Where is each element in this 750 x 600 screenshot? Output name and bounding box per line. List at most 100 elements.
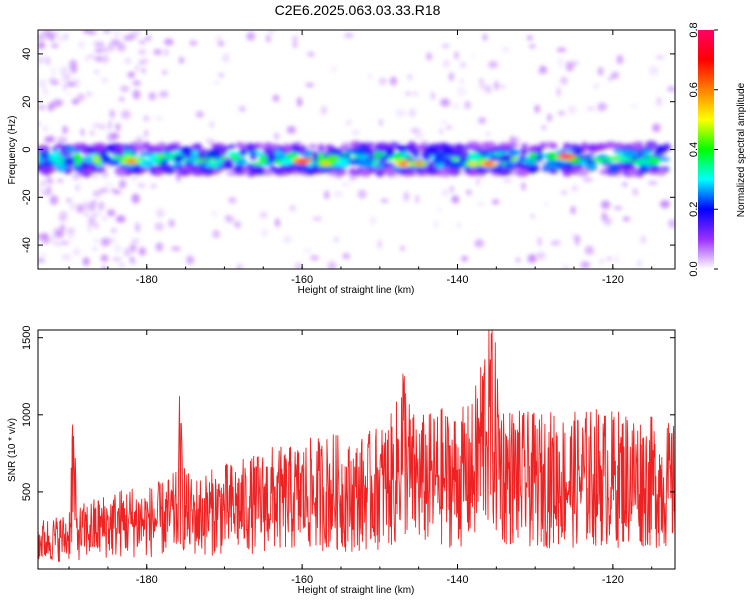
heatmap-band-cell [658,156,671,162]
heatmap-speckle [130,176,139,181]
heatmap-speckle [60,240,70,245]
heatmap-speckle [370,216,376,226]
heatmap-speckle [283,235,292,244]
heatmap-band-cell [608,141,615,149]
heatmap-band-cell [531,165,540,172]
heatmap-band-cell [505,143,519,148]
heatmap-speckle [53,31,59,36]
heatmap-speckle [320,105,328,116]
heatmap-band-cell [504,162,514,171]
heatmap-band-cell [72,143,87,148]
heatmap-speckle [234,221,241,229]
heatmap-speckle [38,41,43,50]
heatmap-speckle [501,47,510,53]
heatmap-speckle [82,30,91,34]
heatmap-speckle [547,113,552,123]
heatmap-band-cell [143,161,154,166]
heatmap-speckle [120,85,130,92]
heatmap-speckle [123,247,131,257]
heatmap-band-cell [190,154,200,162]
heatmap-speckle [38,79,47,87]
x-tick-label: -140 [446,574,468,586]
heatmap-speckle [448,72,454,81]
heatmap-speckle [103,182,114,186]
heatmap-speckle [342,253,351,260]
heatmap-band-cell [444,169,458,175]
heatmap-band-cell [619,155,629,163]
heatmap-band-cell [630,141,643,151]
heatmap-speckle [454,51,459,60]
heatmap-band-cell [460,145,473,150]
heatmap-speckle [213,80,221,85]
heatmap-speckle [275,218,280,228]
heatmap-band-cell [235,164,243,170]
heatmap-speckle [345,119,353,126]
heatmap-speckle [84,57,89,61]
heatmap-speckle [482,33,487,41]
heatmap-band-cell [317,152,324,162]
heatmap-speckle [62,125,68,134]
heatmap-speckle [593,83,600,89]
heatmap-band-cell [488,155,501,162]
heatmap-speckle [51,233,57,243]
heatmap-speckle [46,56,50,66]
spectrogram-heatmap [38,30,675,269]
heatmap-speckle [119,262,125,268]
heatmap-speckle [558,57,564,68]
heatmap-band-cell [86,166,94,175]
heatmap-band-cell [365,142,376,148]
heatmap-speckle [307,52,315,57]
heatmap-band-cell [161,158,168,167]
heatmap-speckle [541,126,547,130]
heatmap-speckle [632,188,639,196]
colorbar-tick-label: 0.0 [688,261,700,276]
heatmap-band-cell [268,144,281,150]
heatmap-band-cell [317,148,327,154]
heatmap-speckle [272,94,280,102]
heatmap-speckle [457,86,467,97]
heatmap-speckle [112,257,122,262]
heatmap-band-cell [58,163,66,171]
heatmap-speckle [397,139,407,143]
heatmap-speckle [570,205,576,215]
heatmap-speckle [51,33,55,43]
heatmap-speckle [113,244,122,253]
heatmap-speckle [136,136,143,144]
heatmap-band-cell [563,142,571,149]
heatmap-speckle [305,83,314,87]
heatmap-hotspot [126,159,137,164]
colorbar-tick-label: 0.6 [688,82,700,97]
heatmap-band-cell [51,146,58,152]
heatmap-speckle [616,54,624,65]
heatmap-band-cell [359,167,371,177]
heatmap-speckle [607,77,614,81]
heatmap-speckle [461,255,468,262]
heatmap-band-cell [454,143,462,151]
heatmap-speckle [95,48,102,54]
heatmap-speckle [116,42,126,52]
heatmap-band-cell [180,146,193,155]
heatmap-speckle [138,48,146,55]
heatmap-speckle [127,71,135,78]
colorbar-ticks: 0.0 0.2 0.4 0.6 0.8 [688,22,718,277]
heatmap-speckle [562,264,569,269]
heatmap-speckle [439,128,444,135]
heatmap-speckle [471,52,475,60]
heatmap-speckle [607,257,612,261]
colorbar-gradient-bar [698,30,714,269]
heatmap-band-cell [328,165,335,172]
snr-x-ticks: -180 -160 -140 -120 [68,330,653,586]
heatmap-speckle [110,228,117,234]
heatmap-speckle [38,121,41,126]
heatmap-band-cell [585,159,596,165]
heatmap-speckle [67,234,76,240]
heatmap-speckle [38,258,45,263]
heatmap-speckle [647,181,658,185]
heatmap-speckle [38,56,44,64]
heatmap-band-cell [149,169,156,175]
heatmap-band-cell [256,166,263,172]
heatmap-band-cell [591,146,599,151]
heatmap-speckle [118,96,125,102]
heatmap-band-cell [184,160,195,166]
heatmap-speckle [49,102,55,107]
